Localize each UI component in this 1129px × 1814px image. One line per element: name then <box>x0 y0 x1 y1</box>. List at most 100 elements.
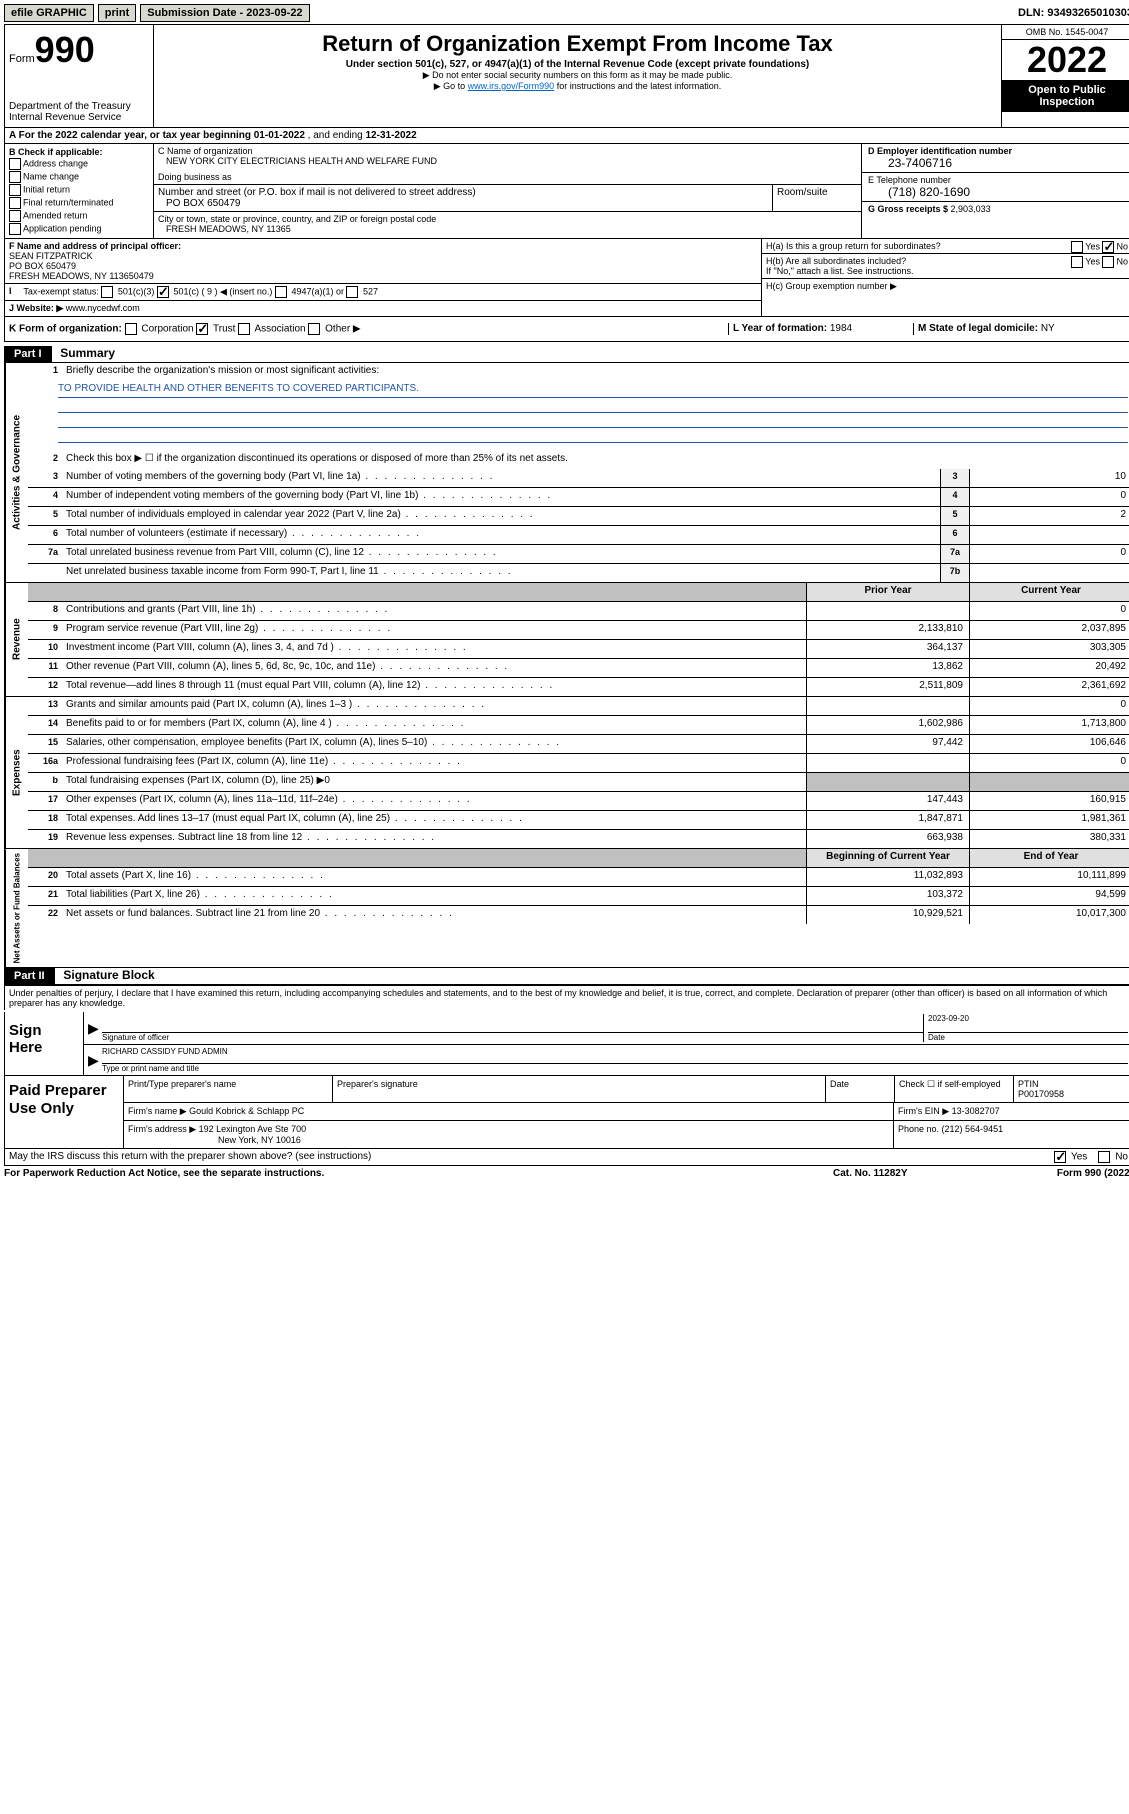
inspection-badge: Open to Public Inspection <box>1002 80 1129 112</box>
table-row: bTotal fundraising expenses (Part IX, co… <box>28 773 1129 792</box>
row-val: 0 <box>969 545 1129 563</box>
check-501c[interactable] <box>157 286 169 298</box>
check-name[interactable]: Name change <box>9 171 149 183</box>
k-l: L Year of formation: 1984 <box>728 323 913 335</box>
row-prior: 663,938 <box>806 830 969 848</box>
yes-label2: Yes <box>1085 256 1100 266</box>
sig-officer-cell: Signature of officer <box>102 1014 923 1042</box>
k-assoc[interactable] <box>238 323 250 335</box>
dln-label: DLN: <box>1018 7 1047 19</box>
row-prior: 2,511,809 <box>806 678 969 696</box>
ein-label: D Employer identification number <box>868 146 1126 156</box>
net-hdr-desc <box>62 849 806 867</box>
side-expenses: Expenses <box>5 697 28 848</box>
row-prior: 2,133,810 <box>806 621 969 639</box>
dln-field: DLN: 93493265010303 <box>1018 7 1129 19</box>
room-label: Room/suite <box>773 185 861 211</box>
paperwork-notice: For Paperwork Reduction Act Notice, see … <box>4 1168 833 1179</box>
check-amended[interactable]: Amended return <box>9 210 149 222</box>
row-box: 7b <box>940 564 969 582</box>
submission-date: 2023-09-22 <box>246 7 302 19</box>
check-final[interactable]: Final return/terminated <box>9 197 149 209</box>
form-num: 990 <box>35 29 95 70</box>
row-num: 21 <box>28 887 62 905</box>
l-label: L Year of formation: <box>733 323 830 334</box>
sig-line[interactable] <box>102 1014 923 1033</box>
discuss-yes[interactable] <box>1054 1151 1066 1163</box>
row-prior <box>806 754 969 772</box>
row-num: 19 <box>28 830 62 848</box>
line1-num: 1 <box>28 363 62 381</box>
efile-button[interactable]: efile GRAPHIC <box>4 4 94 22</box>
j-label: J Website: ▶ <box>9 303 66 313</box>
row-current: 303,305 <box>969 640 1129 658</box>
opt-4947: 4947(a)(1) or <box>291 286 344 296</box>
discuss-label: May the IRS discuss this return with the… <box>9 1151 371 1162</box>
print-button[interactable]: print <box>98 4 136 22</box>
mission-block: TO PROVIDE HEALTH AND OTHER BENEFITS TO … <box>28 381 1129 445</box>
check-pending[interactable]: Application pending <box>9 223 149 235</box>
city-value: FRESH MEADOWS, NY 11365 <box>158 224 857 234</box>
mission-blank3 <box>58 428 1128 443</box>
hb-no[interactable] <box>1102 256 1114 268</box>
line-a-begin: 01-01-2022 <box>254 130 305 141</box>
opt-501c: 501(c) ( 9 ) ◀ (insert no.) <box>173 286 272 296</box>
prep-h1: Print/Type preparer's name <box>124 1076 333 1102</box>
k-corp[interactable] <box>125 323 137 335</box>
part1-title: Summary <box>60 346 115 360</box>
note-2: ▶ Go to www.irs.gov/Form990 for instruct… <box>162 81 993 92</box>
net-hdr-num <box>28 849 62 867</box>
no-label2: No <box>1116 256 1128 266</box>
row-num <box>28 564 62 582</box>
row-current: 2,361,692 <box>969 678 1129 696</box>
prep-firm-row: Firm's name ▶ Gould Kobrick & Schlapp PC… <box>124 1103 1129 1121</box>
ha-no[interactable] <box>1102 241 1114 253</box>
row-desc: Net assets or fund balances. Subtract li… <box>62 906 806 924</box>
row-num: 13 <box>28 697 62 715</box>
k-trust[interactable] <box>196 323 208 335</box>
penalty-text: Under penalties of perjury, I declare th… <box>4 985 1129 1010</box>
row-prior <box>806 697 969 715</box>
fj-right: H(a) Is this a group return for subordin… <box>761 239 1129 316</box>
row-desc: Net unrelated business taxable income fr… <box>62 564 940 582</box>
table-row: 13Grants and similar amounts paid (Part … <box>28 697 1129 716</box>
check-initial[interactable]: Initial return <box>9 184 149 196</box>
ptin-value: P00170958 <box>1018 1089 1064 1099</box>
k-other[interactable] <box>308 323 320 335</box>
row-current: 1,713,800 <box>969 716 1129 734</box>
hb-yes[interactable] <box>1071 256 1083 268</box>
preparer-block: Paid Preparer Use Only Print/Type prepar… <box>4 1076 1129 1149</box>
table-row: 10Investment income (Part VIII, column (… <box>28 640 1129 659</box>
group-governance: Activities & Governance 1 Briefly descri… <box>4 363 1129 583</box>
check-address[interactable]: Address change <box>9 158 149 170</box>
irs-link[interactable]: www.irs.gov/Form990 <box>468 81 555 91</box>
row-prior: 1,847,871 <box>806 811 969 829</box>
ha-yes[interactable] <box>1071 241 1083 253</box>
org-name-label: C Name of organization <box>158 146 857 156</box>
table-row: 11Other revenue (Part VIII, column (A), … <box>28 659 1129 678</box>
k-m: M State of legal domicile: NY <box>913 323 1128 335</box>
form-subtitle: Under section 501(c), 527, or 4947(a)(1)… <box>162 59 993 70</box>
row-prior: 364,137 <box>806 640 969 658</box>
header-mid: Return of Organization Exempt From Incom… <box>154 25 1001 127</box>
row-desc: Total expenses. Add lines 13–17 (must eq… <box>62 811 806 829</box>
check-4947[interactable] <box>275 286 287 298</box>
row-num: 3 <box>28 469 62 487</box>
sign-here-label: Sign Here <box>5 1012 84 1075</box>
row-box: 5 <box>940 507 969 525</box>
table-row: 20Total assets (Part X, line 16)11,032,8… <box>28 868 1129 887</box>
current-year-hdr: Current Year <box>969 583 1129 601</box>
check-initial-label: Initial return <box>23 184 70 194</box>
prep-h4: Check ☐ if self-employed <box>895 1076 1014 1102</box>
discuss-no[interactable] <box>1098 1151 1110 1163</box>
f-addr2: FRESH MEADOWS, NY 113650479 <box>9 271 154 281</box>
row-desc: Salaries, other compensation, employee b… <box>62 735 806 753</box>
row-prior <box>806 602 969 620</box>
row-desc: Total number of volunteers (estimate if … <box>62 526 940 544</box>
check-527[interactable] <box>346 286 358 298</box>
row-desc: Total revenue—add lines 8 through 11 (mu… <box>62 678 806 696</box>
hb-note: If "No," attach a list. See instructions… <box>766 266 913 276</box>
part2-header: Part II Signature Block <box>4 968 1129 985</box>
check-501c3[interactable] <box>101 286 113 298</box>
prep-h3: Date <box>826 1076 895 1102</box>
